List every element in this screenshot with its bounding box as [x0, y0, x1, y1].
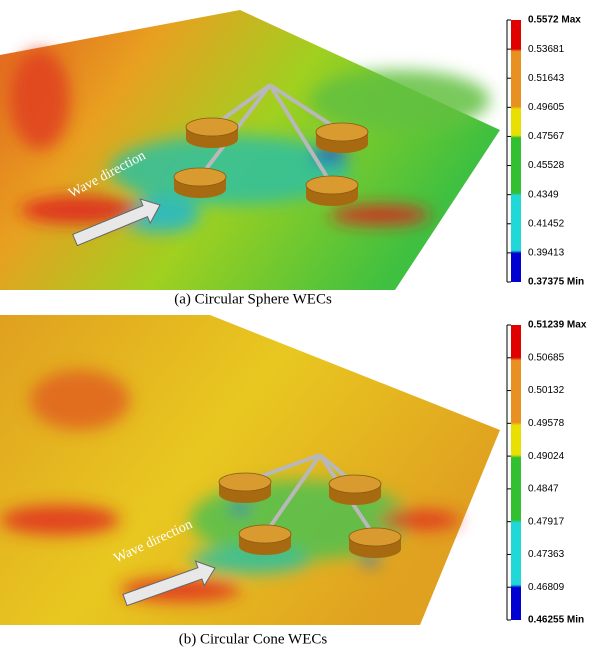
- wec-top: [186, 118, 238, 136]
- colorbar-label: 0.49578: [528, 418, 565, 429]
- colorbar-label: 0.41452: [528, 218, 565, 229]
- field-blob: [330, 205, 430, 225]
- wec-top: [174, 168, 226, 186]
- wec-top: [349, 528, 401, 546]
- wec-top: [239, 525, 291, 543]
- colorbar-label: 0.46255 Min: [528, 615, 584, 626]
- colorbar-label: 0.53681: [528, 44, 565, 55]
- colorbar-label: 0.45528: [528, 160, 565, 171]
- colorbar-label: 0.4847: [528, 484, 559, 495]
- colorbar-label: 0.50685: [528, 352, 565, 363]
- wec-top: [329, 475, 381, 493]
- colorbar-label: 0.4349: [528, 189, 559, 200]
- colorbar-label: 0.49605: [528, 102, 565, 113]
- caption: (b) Circular Cone WECs: [179, 631, 328, 647]
- colorbar-label: 0.47363: [528, 549, 565, 560]
- field-blob: [10, 50, 70, 150]
- contour-plot: Wave direction: [0, 315, 500, 625]
- field-blob: [380, 510, 460, 530]
- colorbar-label: 0.39413: [528, 248, 565, 259]
- contour-plot: Wave direction: [0, 10, 500, 290]
- field-blob: [310, 70, 490, 130]
- colorbar-label: 0.50132: [528, 385, 565, 396]
- sea-surface: [0, 315, 500, 625]
- wec-top: [316, 123, 368, 141]
- colorbar-label: 0.47567: [528, 131, 565, 142]
- field-blob: [30, 370, 130, 430]
- wec-top: [219, 473, 271, 491]
- colorbar-label: 0.51643: [528, 73, 565, 84]
- field-blob: [230, 503, 250, 513]
- figure: Wave direction 0.5572 Max 0.53681 0.51643 0.…: [0, 0, 595, 654]
- colorbar: [511, 20, 521, 282]
- colorbar-label: 0.49024: [528, 451, 565, 462]
- wec-top: [306, 176, 358, 194]
- colorbar-label: 0.5572 Max: [528, 15, 581, 26]
- colorbar-label: 0.37375 Min: [528, 277, 584, 288]
- colorbar-label: 0.46809: [528, 582, 565, 593]
- field-blob: [0, 505, 120, 535]
- caption: (a) Circular Sphere WECs: [174, 291, 332, 307]
- colorbar: [511, 325, 521, 620]
- colorbar-label: 0.47917: [528, 516, 565, 527]
- colorbar-label: 0.51239 Max: [528, 320, 587, 331]
